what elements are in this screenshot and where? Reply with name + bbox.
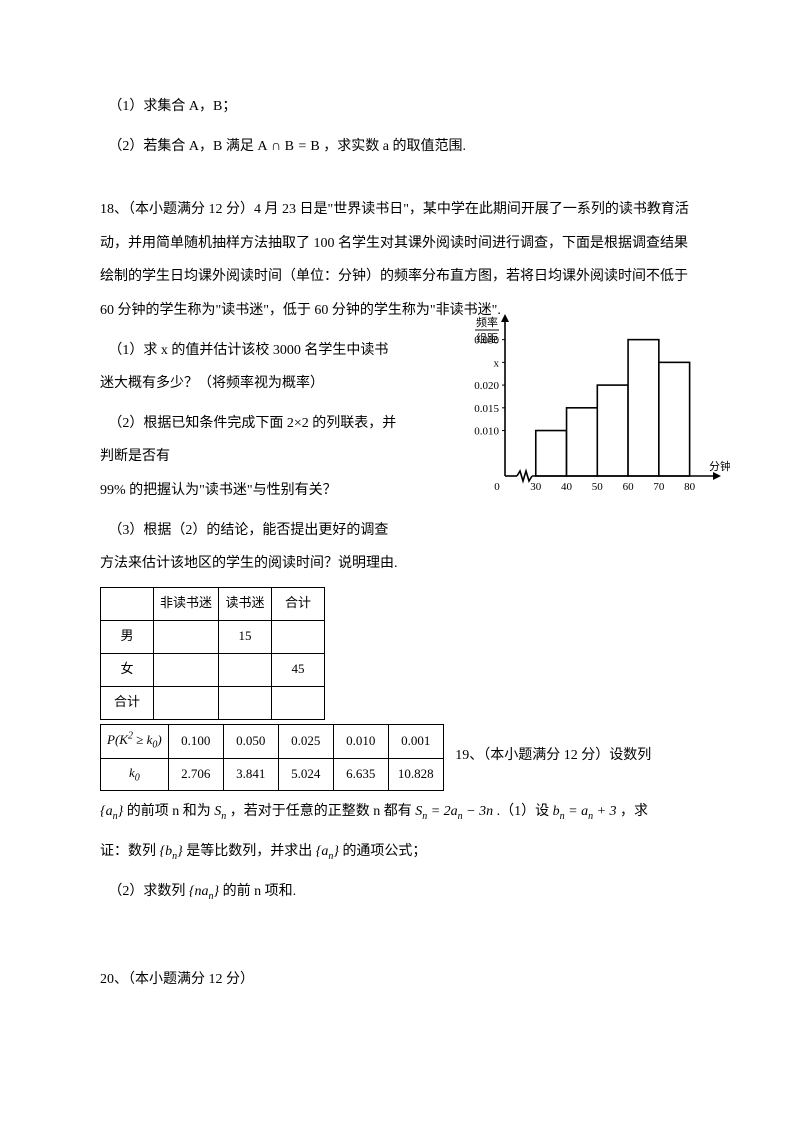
q19-lead: 19、（本小题满分 12 分）设数列 — [455, 739, 651, 773]
svg-text:50: 50 — [592, 481, 604, 493]
q17-p2-text-a: （2）若集合 A，B 满足 — [108, 139, 257, 154]
table-row: 男 15 — [101, 620, 325, 653]
svg-text:频率: 频率 — [476, 315, 498, 329]
svg-text:x: x — [494, 357, 500, 369]
svg-text:30: 30 — [530, 481, 542, 493]
contingency-table: 非读书迷 读书迷 合计 男 15 女 45 合计 — [100, 587, 325, 720]
cell — [272, 620, 325, 653]
cell: 15 — [219, 620, 272, 653]
cell: 合计 — [101, 686, 154, 719]
cell — [272, 686, 325, 719]
q18-part2-a: （2）根据已知条件完成下面 2×2 的列联表，并判断是否有 — [100, 407, 400, 474]
q17-p2-math: A ∩ B = B — [257, 139, 319, 154]
svg-text:0: 0 — [494, 481, 500, 493]
cell: 5.024 — [278, 758, 333, 791]
table-row: P(K2 ≥ k0) 0.100 0.050 0.025 0.010 0.001 — [101, 724, 444, 758]
q18-part2-b: 99% 的把握认为"读书迷"与性别有关？ — [100, 474, 400, 508]
cell: 合计 — [272, 587, 325, 620]
cell — [219, 653, 272, 686]
q20-lead: 20、（本小题满分 12 分） — [100, 963, 700, 997]
cell: 6.635 — [333, 758, 388, 791]
cell — [101, 587, 154, 620]
histogram-chart: 0.030x0.0200.0150.0103040506070800频率组距分钟 — [450, 304, 730, 504]
q17-part1: （1）求集合 A，B； — [100, 90, 700, 124]
cell — [154, 620, 219, 653]
q17-p2-text-b: ，求实数 a 的取值范围. — [323, 139, 466, 154]
cell — [154, 653, 219, 686]
table-row: 非读书迷 读书迷 合计 — [101, 587, 325, 620]
svg-text:分钟: 分钟 — [709, 459, 730, 473]
svg-text:80: 80 — [684, 481, 696, 493]
cell: 0.100 — [168, 724, 223, 758]
cell: 0.001 — [388, 724, 443, 758]
svg-text:组距: 组距 — [476, 331, 498, 345]
q19-part2: （2）求数列 {nan} 的前 n 项和. — [100, 875, 700, 909]
q17-part2: （2）若集合 A，B 满足 A ∩ B = B ，求实数 a 的取值范围. — [100, 130, 700, 164]
q19-body-b: 证：数列 {bn} 是等比数列，并求出 {an} 的通项公式； — [100, 835, 700, 869]
svg-text:70: 70 — [653, 481, 665, 493]
cell: 0.050 — [223, 724, 278, 758]
q19-body-a: {an} 的前项 n 和为 Sn ，若对于任意的正整数 n 都有 Sn = 2a… — [100, 795, 700, 829]
svg-text:0.010: 0.010 — [474, 426, 499, 438]
table-row: k0 2.706 3.841 5.024 6.635 10.828 — [101, 758, 444, 791]
cell: 10.828 — [388, 758, 443, 791]
cell: 女 — [101, 653, 154, 686]
cell: 45 — [272, 653, 325, 686]
q18-part3: （3）根据（2）的结论，能否提出更好的调查方法来估计该地区的学生的阅读时间？说明… — [100, 514, 400, 581]
cell — [154, 686, 219, 719]
cell: 非读书迷 — [154, 587, 219, 620]
cell: P(K2 ≥ k0) — [101, 724, 169, 758]
cell — [219, 686, 272, 719]
cell: k0 — [101, 758, 169, 791]
cell: 读书迷 — [219, 587, 272, 620]
table-row: 女 45 — [101, 653, 325, 686]
svg-text:60: 60 — [623, 481, 635, 493]
cell: 男 — [101, 620, 154, 653]
cell: 2.706 — [168, 758, 223, 791]
q18-part1: （1）求 x 的值并估计该校 3000 名学生中读书迷大概有多少？（将频率视为概… — [100, 334, 400, 401]
cell: 0.010 — [333, 724, 388, 758]
cell: 0.025 — [278, 724, 333, 758]
chi-square-table: P(K2 ≥ k0) 0.100 0.050 0.025 0.010 0.001… — [100, 724, 444, 792]
cell: 3.841 — [223, 758, 278, 791]
svg-text:40: 40 — [561, 481, 573, 493]
svg-text:0.015: 0.015 — [474, 403, 499, 415]
table-row: 合计 — [101, 686, 325, 719]
svg-text:0.020: 0.020 — [474, 380, 499, 392]
